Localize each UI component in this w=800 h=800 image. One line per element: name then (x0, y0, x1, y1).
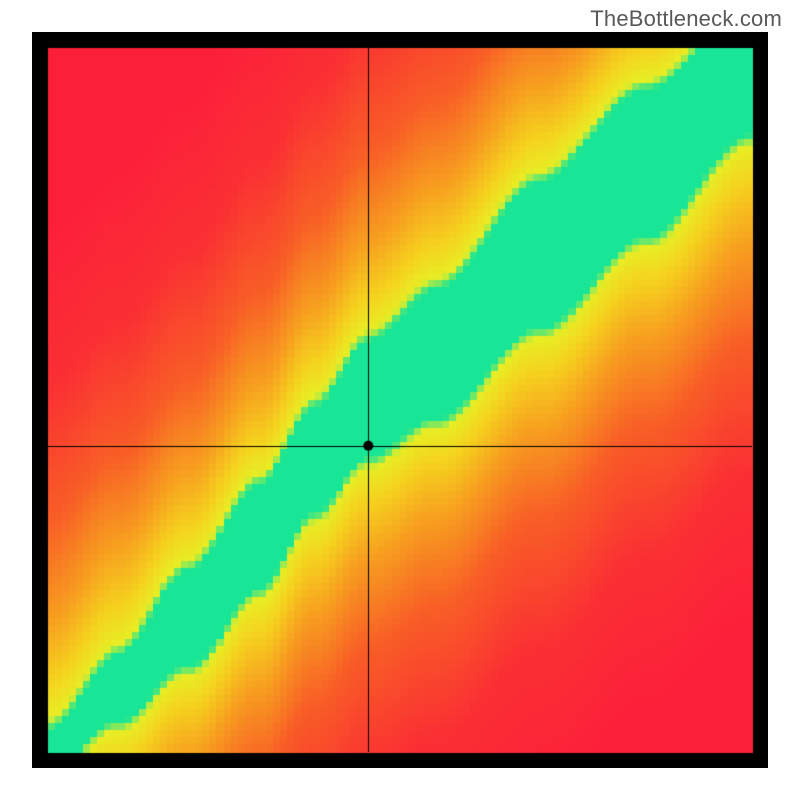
watermark-text: TheBottleneck.com (590, 6, 782, 32)
bottleneck-heatmap (32, 32, 768, 768)
chart-frame (32, 32, 768, 768)
